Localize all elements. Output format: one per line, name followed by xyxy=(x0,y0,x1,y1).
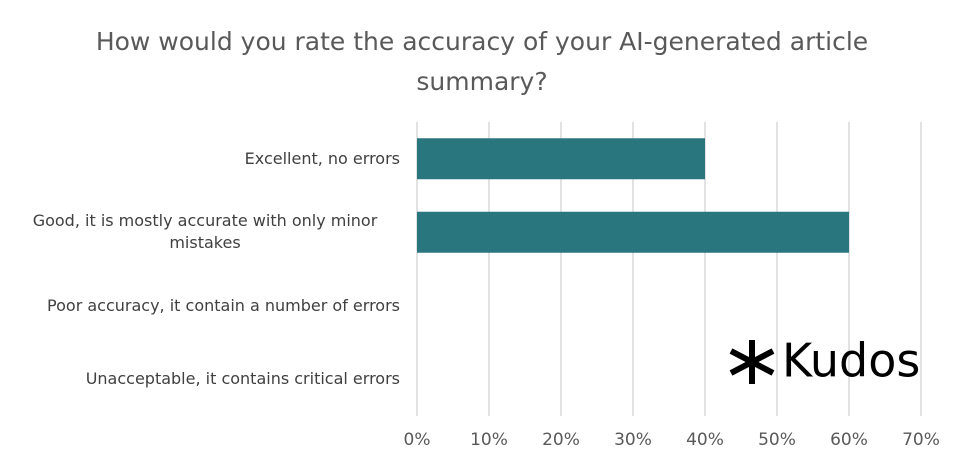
x-tick-label: 10% xyxy=(470,430,508,450)
y-tick-label: Poor accuracy, it contain a number of er… xyxy=(47,295,400,315)
x-tick-label: 30% xyxy=(614,430,652,450)
logo-text: Kudos xyxy=(782,334,920,388)
logo xyxy=(729,340,775,384)
x-tick-label: 0% xyxy=(404,430,431,450)
y-tick-label: Excellent, no errors xyxy=(244,148,400,168)
chart-title: How would you rate the accuracy of your … xyxy=(95,27,869,96)
x-tick-label: 20% xyxy=(542,430,580,450)
logo-icon xyxy=(729,348,775,376)
x-tick-label: 60% xyxy=(830,430,868,450)
y-tick-label: Unacceptable, it contains critical error… xyxy=(85,369,400,389)
y-tick-label: Good, it is mostly accurate with only mi… xyxy=(32,211,378,253)
x-tick-label: 70% xyxy=(902,430,940,450)
x-tick-label: 40% xyxy=(686,430,724,450)
bar xyxy=(417,138,705,180)
x-tick-label: 50% xyxy=(758,430,796,450)
bar xyxy=(417,211,849,253)
